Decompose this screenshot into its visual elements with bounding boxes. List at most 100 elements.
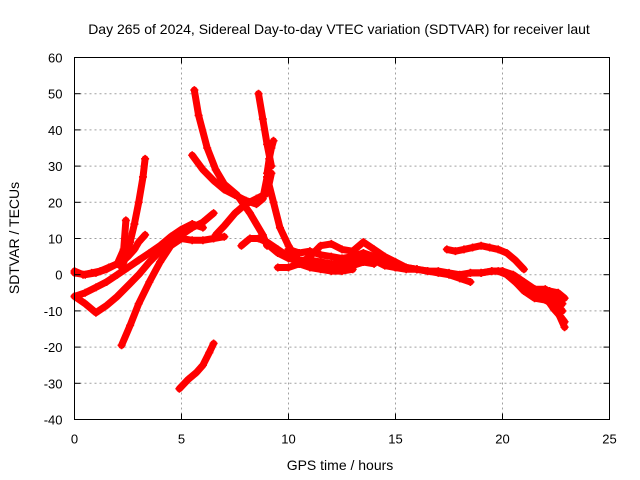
data-point bbox=[177, 234, 186, 243]
series-line bbox=[118, 233, 228, 349]
data-point bbox=[327, 239, 336, 248]
y-tick-label: -20 bbox=[44, 340, 63, 355]
data-point bbox=[305, 247, 314, 256]
data-point bbox=[552, 292, 560, 301]
data-point bbox=[265, 154, 274, 163]
data-point bbox=[245, 234, 254, 243]
data-point bbox=[188, 151, 197, 160]
data-point bbox=[254, 234, 263, 243]
data-point bbox=[412, 265, 421, 274]
data-point bbox=[145, 258, 154, 267]
x-tick-label: 15 bbox=[388, 432, 402, 447]
data-point bbox=[124, 281, 132, 290]
data-point bbox=[102, 277, 111, 286]
data-point bbox=[348, 252, 357, 261]
data-point bbox=[117, 341, 126, 350]
data-point bbox=[198, 361, 207, 370]
x-tick-label: 5 bbox=[178, 432, 185, 447]
data-point bbox=[134, 270, 143, 279]
data-point bbox=[121, 216, 130, 225]
series-line bbox=[71, 216, 130, 279]
data-point bbox=[126, 238, 135, 247]
data-point bbox=[87, 268, 96, 277]
data-point bbox=[130, 220, 139, 229]
y-axis-label: SDTVAR / TECUs bbox=[6, 182, 22, 294]
data-point bbox=[130, 245, 139, 254]
data-point bbox=[104, 263, 113, 272]
data-point bbox=[220, 232, 229, 241]
data-point bbox=[241, 200, 250, 209]
series-track-7 bbox=[175, 339, 218, 393]
data-point bbox=[370, 252, 379, 261]
data-point bbox=[102, 301, 111, 310]
data-point bbox=[560, 317, 569, 326]
data-point bbox=[175, 384, 184, 393]
series-track-19 bbox=[442, 241, 528, 274]
series-track-6 bbox=[117, 232, 229, 350]
data-point bbox=[477, 268, 486, 277]
data-point bbox=[263, 239, 272, 248]
data-point bbox=[231, 209, 239, 218]
data-point bbox=[537, 288, 546, 297]
data-point bbox=[209, 339, 218, 348]
data-point bbox=[194, 111, 203, 120]
x-tick-label: 10 bbox=[281, 432, 295, 447]
data-point bbox=[134, 256, 143, 265]
data-point bbox=[96, 267, 105, 276]
data-point bbox=[477, 241, 486, 250]
data-point bbox=[451, 247, 460, 256]
series-line bbox=[175, 340, 218, 393]
y-tick-label: -10 bbox=[44, 304, 63, 319]
grid bbox=[74, 57, 610, 420]
data-point bbox=[141, 154, 150, 163]
data-point bbox=[91, 308, 100, 317]
series-track-12 bbox=[211, 169, 276, 239]
data-point bbox=[273, 263, 282, 272]
series-line bbox=[263, 137, 277, 177]
data-point bbox=[134, 238, 143, 247]
data-point bbox=[530, 294, 539, 303]
data-point bbox=[434, 267, 443, 276]
data-point bbox=[91, 283, 100, 292]
data-point bbox=[252, 194, 261, 203]
data-point bbox=[558, 299, 567, 308]
data-point bbox=[466, 268, 475, 277]
data-point bbox=[316, 258, 325, 267]
data-point bbox=[145, 248, 154, 257]
data-point bbox=[442, 245, 451, 254]
data-point bbox=[113, 270, 122, 279]
data-point bbox=[269, 198, 278, 207]
data-point bbox=[466, 277, 475, 286]
data-point bbox=[113, 292, 122, 301]
series-line bbox=[274, 238, 421, 273]
y-tick-label: 30 bbox=[48, 159, 62, 174]
data-point bbox=[267, 169, 276, 178]
data-point bbox=[511, 256, 520, 265]
data-point bbox=[237, 241, 246, 250]
data-series bbox=[70, 86, 569, 393]
data-point bbox=[192, 368, 201, 377]
data-point bbox=[273, 248, 282, 257]
data-point bbox=[134, 299, 143, 308]
series-track-24 bbox=[537, 288, 569, 326]
y-tick-label: 50 bbox=[48, 87, 62, 102]
data-point bbox=[391, 263, 400, 272]
y-tick-label: -40 bbox=[44, 413, 63, 428]
data-point bbox=[295, 248, 304, 257]
data-point bbox=[258, 115, 267, 124]
data-point bbox=[295, 259, 304, 268]
series-line bbox=[443, 242, 528, 273]
axis-ticks: 0 5 10 15 20 25 -40 -30 -20 -10 0 10 20 30 40 50 60 bbox=[44, 51, 617, 447]
data-point bbox=[459, 245, 468, 254]
data-point bbox=[263, 172, 272, 181]
data-point bbox=[543, 296, 552, 305]
data-point bbox=[327, 259, 336, 268]
data-point bbox=[359, 238, 368, 247]
data-point bbox=[284, 263, 293, 272]
data-point bbox=[198, 218, 207, 227]
data-point bbox=[209, 209, 218, 218]
data-point bbox=[519, 281, 528, 290]
data-point bbox=[530, 285, 539, 294]
data-point bbox=[220, 221, 229, 230]
